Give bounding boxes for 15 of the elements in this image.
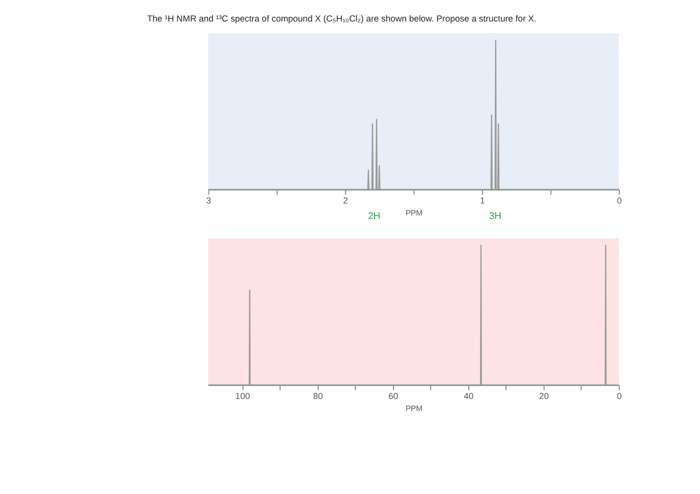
x-axis-title: PPM: [406, 208, 423, 218]
x-tick-label: 1: [480, 196, 486, 206]
x-tick-label: 80: [313, 391, 323, 402]
x-tick-label: 60: [388, 391, 398, 402]
x-tick-label: 40: [464, 391, 474, 402]
x-tick-label: 0: [616, 391, 622, 402]
x-tick-label: 20: [539, 391, 549, 402]
text: 2H: [368, 210, 380, 222]
x-tick-label: 3: [206, 196, 212, 206]
x-axis-title: PPM: [406, 404, 423, 413]
x-tick-label: 2: [343, 196, 348, 206]
x-tick-label: 0: [616, 196, 622, 206]
text: 3H: [488, 210, 502, 222]
x-tick-label: 100: [235, 391, 250, 402]
chart-title: The ¹H NMR and ¹³C spectra of compound X (C₅H₁₀Cl₂) are shown below. Propose a structure for X.: [147, 13, 536, 24]
